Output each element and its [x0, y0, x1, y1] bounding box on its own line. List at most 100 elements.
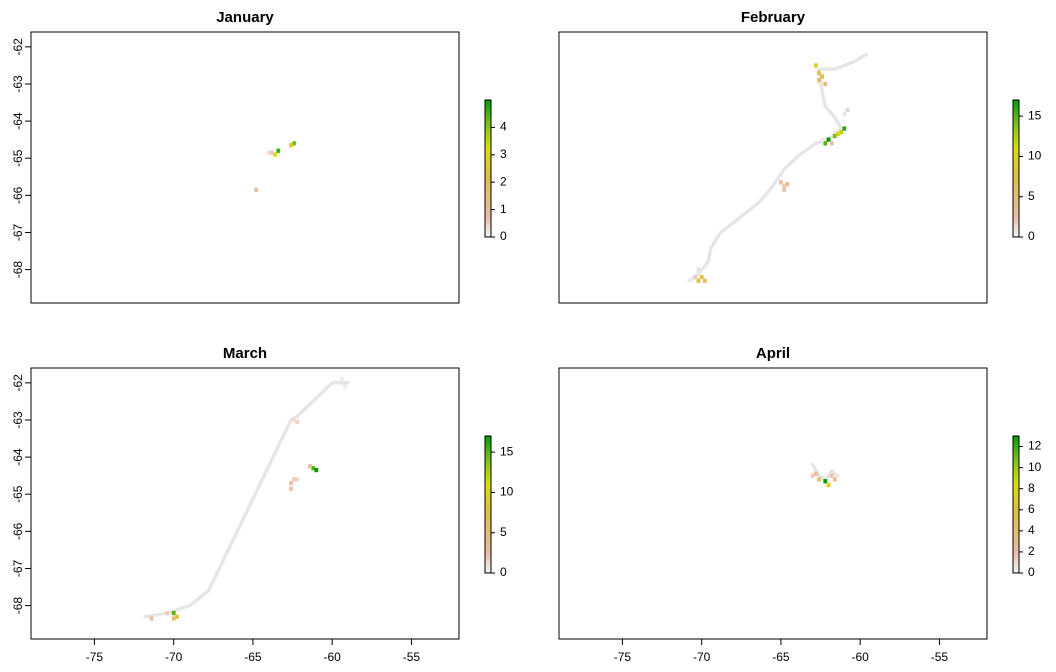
raster-cell	[171, 616, 176, 621]
panel-title: March	[223, 345, 267, 362]
colorbar-tick-label: 12	[1028, 439, 1042, 453]
x-tick-label: -55	[403, 650, 421, 664]
raster-cell	[823, 141, 828, 146]
y-tick-label: -68	[11, 261, 25, 279]
raster-cell	[289, 486, 293, 491]
colorbar-tick-label: 10	[1028, 149, 1042, 163]
survey-track	[687, 52, 869, 283]
panel-title: February	[741, 9, 806, 26]
raster-cell	[311, 466, 316, 471]
plot-frame	[558, 31, 988, 304]
y-tick-label: -63	[11, 411, 25, 429]
raster-cell	[785, 182, 790, 187]
y-tick-label: -62	[11, 374, 25, 392]
y-tick-label: -64	[11, 112, 25, 130]
raster-cell	[699, 274, 704, 280]
y-tick-label: -64	[11, 448, 25, 466]
raster-cell	[813, 471, 818, 476]
panel-title: January	[216, 9, 274, 26]
raster-cell	[696, 267, 701, 272]
raster-cell	[823, 81, 828, 87]
survey-track	[143, 381, 350, 619]
raster-cell	[292, 141, 297, 146]
raster-cell	[817, 70, 821, 75]
plot-frame	[30, 31, 460, 304]
plot-frame	[30, 367, 460, 640]
raster-cell	[782, 183, 786, 189]
x-tick-label: -55	[931, 650, 949, 664]
raster-cell	[289, 143, 293, 148]
x-tick-label: -75	[86, 650, 104, 664]
colorbar-tick-label: 0	[500, 229, 507, 243]
x-tick-label: -75	[614, 650, 632, 664]
raster-cell	[817, 78, 821, 83]
raster-cell	[836, 131, 840, 137]
raster-cell	[292, 477, 297, 482]
x-tick-label: -60	[852, 650, 870, 664]
y-tick-label: -63	[11, 75, 25, 93]
raster-cell	[842, 111, 847, 116]
panel-title: April	[756, 345, 790, 362]
colorbar-tick-label: 0	[500, 565, 507, 579]
colorbar-tick-label: 4	[1028, 523, 1035, 537]
panel-april: April -75 -70 -65 -60 -55 0 2 4 6 8 10 12	[558, 345, 1042, 664]
colorbar-tick-label: 10	[1028, 460, 1042, 474]
raster-cell	[823, 479, 828, 484]
raster-cell	[308, 464, 312, 469]
colorbar-tick-label: 15	[500, 444, 514, 458]
y-tick-label: -67	[11, 559, 25, 577]
raster-cell	[820, 74, 825, 79]
colorbar-tick-label: 0	[1028, 565, 1035, 579]
raster-cell	[820, 137, 825, 142]
raster-cell	[832, 133, 837, 139]
colorbar-tick-label: 4	[500, 120, 507, 134]
raster-cell	[829, 473, 834, 478]
raster-cell	[829, 141, 834, 146]
raster-cell	[813, 63, 818, 68]
raster-cell	[693, 274, 698, 280]
raster-cell	[273, 152, 277, 157]
raster-cell	[149, 616, 154, 621]
colorbar-tick-label: 5	[500, 525, 507, 539]
y-tick-label: -65	[11, 485, 25, 503]
raster-cell	[254, 187, 258, 192]
raster-cell	[276, 148, 281, 153]
raster-cell	[696, 278, 701, 283]
colorbar-tick-label: 0	[1028, 229, 1035, 243]
raster-cell	[832, 477, 837, 482]
x-tick-label: -70	[165, 650, 183, 664]
raster-cell	[295, 419, 300, 424]
raster-cell	[171, 610, 176, 616]
raster-cell	[165, 610, 170, 616]
raster-cell	[270, 150, 274, 155]
x-tick-label: -70	[693, 650, 711, 664]
raster-cell	[782, 187, 786, 192]
x-tick-label: -65	[244, 650, 262, 664]
x-tick-label: -65	[772, 650, 790, 664]
colorbar	[484, 435, 492, 574]
raster-cell	[314, 467, 319, 473]
colorbar-tick-label: 10	[500, 485, 514, 499]
raster-cell	[266, 150, 271, 155]
y-tick-label: -62	[11, 38, 25, 56]
y-tick-label: -68	[11, 597, 25, 615]
raster-cell	[826, 482, 831, 488]
colorbar-tick-label: 2	[1028, 544, 1035, 558]
raster-cell	[845, 107, 850, 113]
panel-february: February 0 5 10 15	[558, 9, 1042, 304]
raster-cell	[703, 278, 707, 283]
raster-cell	[817, 477, 821, 482]
colorbar-tick-label: 3	[500, 147, 507, 161]
y-tick-label: -65	[11, 149, 25, 167]
raster-cell	[829, 469, 834, 475]
raster-cell	[779, 180, 783, 185]
raster-cell	[343, 384, 347, 389]
colorbar-tick-label: 15	[1028, 108, 1042, 122]
colorbar	[484, 99, 492, 238]
raster-cell	[295, 477, 300, 482]
colorbar-tick-label: 5	[1028, 189, 1035, 203]
raster-cell	[810, 473, 815, 478]
y-tick-label: -67	[11, 223, 25, 241]
y-tick-label: -66	[11, 522, 25, 540]
